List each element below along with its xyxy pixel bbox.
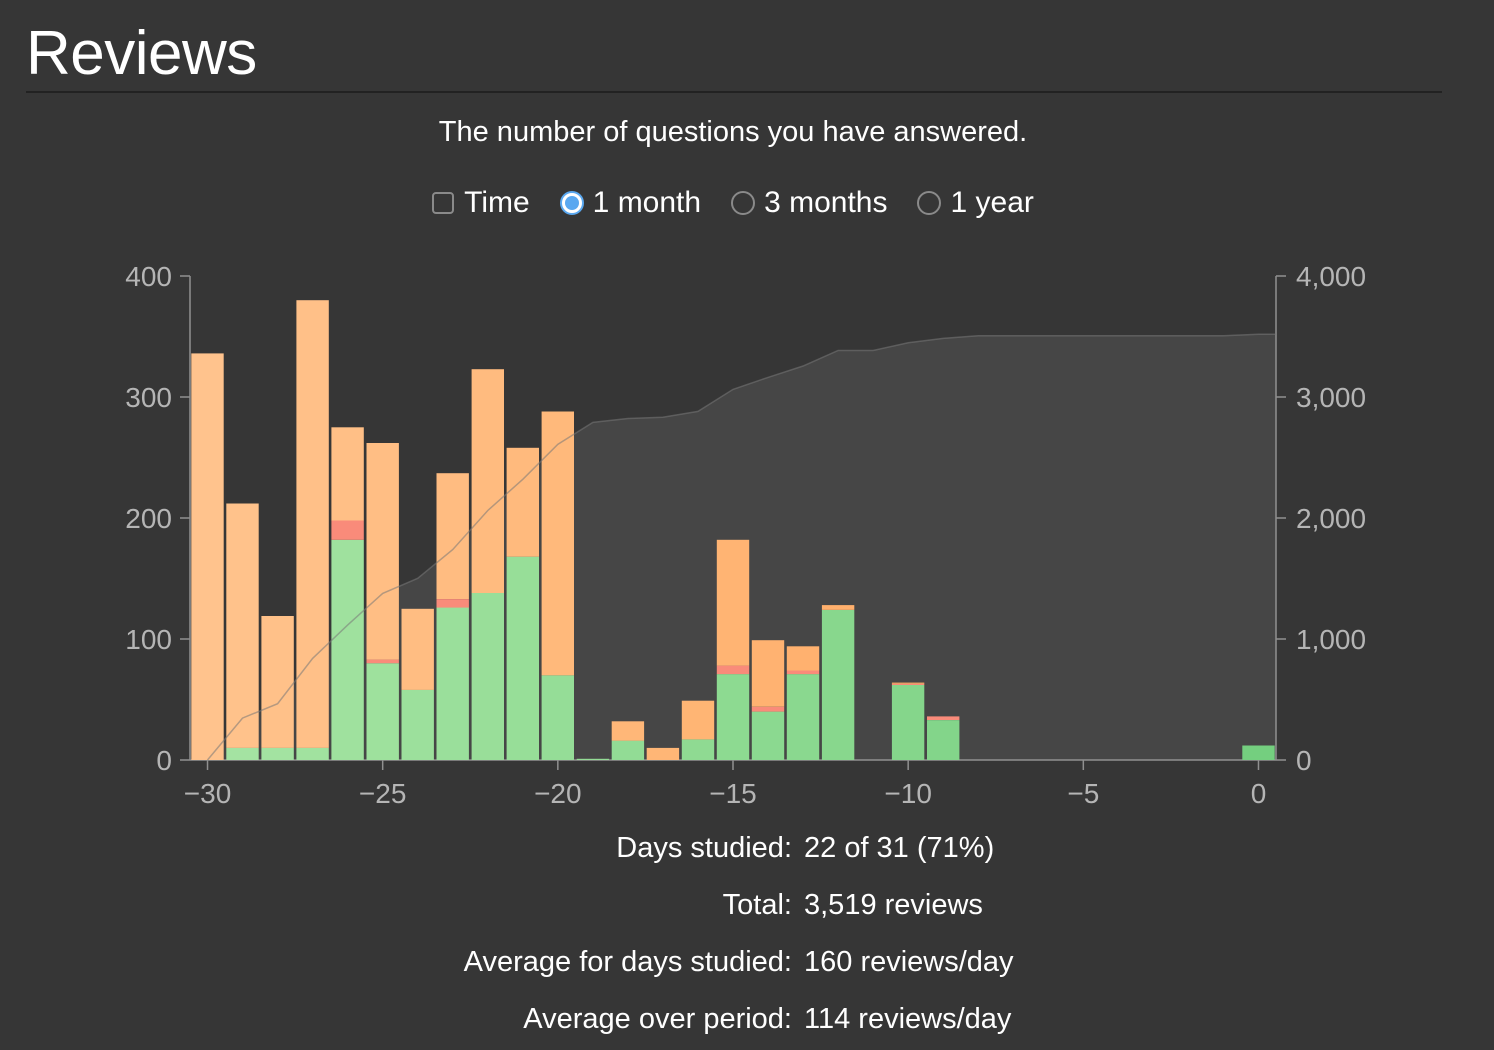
x-tick-label: −10 <box>884 778 932 809</box>
stat-value: 160 reviews/day <box>804 946 1014 978</box>
bar-red <box>366 659 399 664</box>
bar-orange <box>716 539 750 666</box>
stat-row-total: Total: 3,519 reviews <box>0 883 1494 940</box>
bar-orange <box>786 646 820 671</box>
bar-red <box>751 706 785 712</box>
bar-orange <box>261 616 294 748</box>
bar-orange <box>891 682 925 684</box>
page-title: Reviews <box>26 19 257 88</box>
x-tick-label: −15 <box>709 778 757 809</box>
bar-green <box>1242 745 1275 760</box>
bar-orange <box>646 747 680 760</box>
bar-orange <box>366 443 399 660</box>
stat-label: Average for days studied: <box>463 946 792 978</box>
bar-green <box>366 663 399 760</box>
y-tick-label: 200 <box>125 503 172 534</box>
x-tick-label: −5 <box>1067 778 1099 809</box>
bar-orange <box>191 353 224 760</box>
bar-orange <box>541 411 574 676</box>
y2-tick-label: 3,000 <box>1296 382 1366 413</box>
bar-orange <box>471 369 504 593</box>
bar-green <box>331 539 364 760</box>
bar-orange <box>436 473 469 599</box>
x-tick-label: −30 <box>184 778 232 809</box>
stat-row-average-days-studied: Average for days studied: 160 reviews/da… <box>0 940 1494 997</box>
bar-green <box>226 747 259 760</box>
y-tick-label: 100 <box>125 624 172 655</box>
bar-red <box>786 670 820 675</box>
bar-green <box>296 747 329 760</box>
radio-1-month-circle[interactable] <box>559 191 584 215</box>
title-divider <box>26 91 1442 93</box>
bar-red <box>331 520 364 540</box>
range-radio-1-year[interactable]: 1 year <box>917 186 1034 220</box>
stat-value: 114 reviews/day <box>804 1003 1012 1035</box>
chart-subtitle: The number of questions you have answere… <box>438 116 1028 148</box>
bar-orange <box>611 721 645 741</box>
stats-table: Days studied: 22 of 31 (71%) Total: 3,51… <box>0 826 1494 1050</box>
time-toggle[interactable]: Time <box>432 186 530 220</box>
time-label: Time <box>464 186 530 219</box>
bar-green <box>611 740 645 760</box>
y2-tick-label: 1,000 <box>1296 624 1366 655</box>
stat-row-days-studied: Days studied: 22 of 31 (71%) <box>0 826 1494 883</box>
bar-green <box>681 739 715 760</box>
stat-label: Total: <box>722 889 792 921</box>
x-tick-label: −25 <box>359 778 407 809</box>
bar-orange <box>821 605 855 610</box>
bar-orange <box>296 300 329 748</box>
y2-tick-label: 2,000 <box>1296 503 1366 534</box>
bar-green <box>436 607 469 760</box>
bar-red <box>927 716 960 720</box>
bar-green <box>401 689 434 760</box>
y2-tick-label: 0 <box>1296 745 1312 776</box>
x-tick-label: −20 <box>534 778 582 809</box>
bar-orange <box>506 447 539 557</box>
radio-3-months-label: 3 months <box>764 186 888 219</box>
bar-orange <box>226 503 259 748</box>
radio-1-year-circle[interactable] <box>917 191 942 215</box>
bar-green <box>506 556 539 760</box>
bar-green <box>821 610 855 760</box>
cumulative-line <box>206 333 1276 761</box>
reviews-chart: 0 100 200 300 400 0 1,000 2,000 3,000 4,000 −30 −25… <box>125 261 1366 809</box>
time-checkbox[interactable] <box>432 192 455 214</box>
bar-orange <box>751 640 785 707</box>
radio-1-month-label: 1 month <box>592 186 702 219</box>
bar-green <box>751 711 785 760</box>
bar-orange <box>681 700 715 740</box>
x-tick-label: 0 <box>1251 778 1267 809</box>
radio-3-months-circle[interactable] <box>731 191 756 215</box>
stat-value: 3,519 reviews <box>804 889 983 921</box>
bar-green <box>927 720 960 760</box>
bar-red <box>891 683 925 685</box>
stat-label: Average over period: <box>523 1003 792 1035</box>
y2-tick-label: 4,000 <box>1296 261 1366 292</box>
bar-orange <box>331 427 364 521</box>
y-tick-label: 300 <box>125 382 172 413</box>
range-radio-1-month[interactable]: 1 month <box>559 186 702 220</box>
y-tick-label: 400 <box>125 261 172 292</box>
bar-green <box>891 685 925 760</box>
bar-green <box>716 674 750 760</box>
bar-red <box>436 599 469 608</box>
range-controls: Time 1 month 3 months 1 year <box>0 186 1466 220</box>
radio-1-year-label: 1 year <box>950 186 1034 219</box>
bar-green <box>786 674 820 760</box>
stat-value: 22 of 31 (71%) <box>804 832 995 864</box>
stat-row-average-period: Average over period: 114 reviews/day <box>0 997 1494 1050</box>
y-tick-label: 0 <box>156 745 172 776</box>
bar-orange <box>401 608 434 690</box>
range-radio-3-months[interactable]: 3 months <box>731 186 887 220</box>
bar-green <box>576 758 610 760</box>
bar-green <box>261 747 294 760</box>
bar-green <box>541 675 574 760</box>
stat-label: Days studied: <box>616 832 792 864</box>
bar-green <box>471 593 504 760</box>
bar-red <box>716 665 750 675</box>
